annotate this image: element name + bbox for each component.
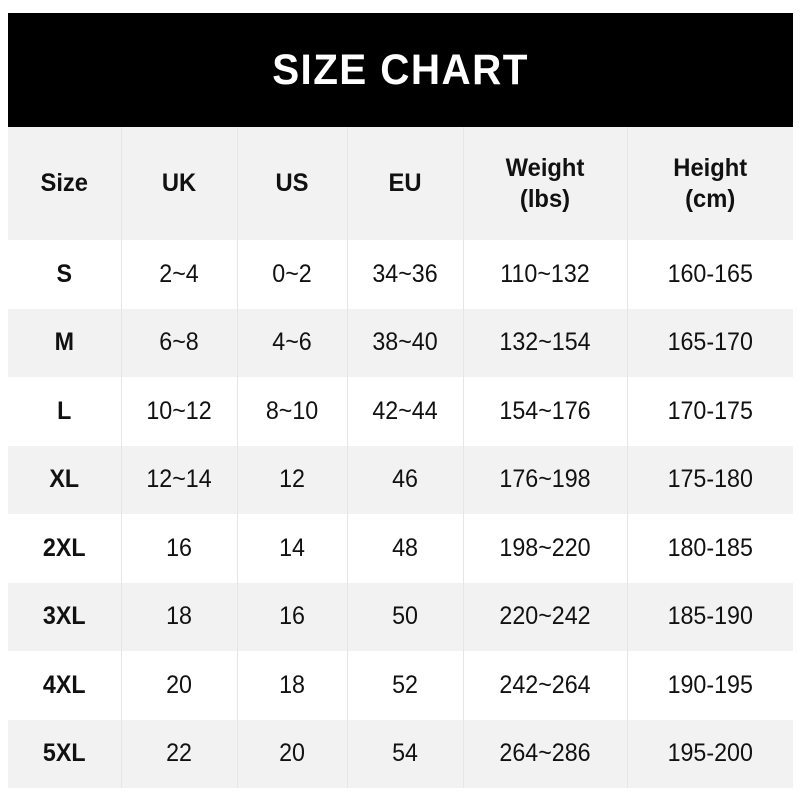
table-row: 2XL 16 14 48 198~220 180-185 [8, 514, 793, 583]
cell-size: XL [11, 445, 118, 514]
cell-height: 165-170 [667, 328, 753, 357]
cell-weight: 264~286 [468, 719, 622, 788]
cell-us: 4~6 [240, 308, 344, 377]
column-header-eu: EU [349, 127, 461, 240]
column-header-uk-line1: UK [161, 169, 197, 198]
cell-us: 16 [240, 582, 344, 651]
table-row: XL 12~14 12 46 176~198 175-180 [8, 445, 793, 514]
cell-size: 2XL [11, 514, 118, 583]
cell-us: 20 [240, 719, 344, 788]
cell-uk: 10~12 [125, 377, 234, 446]
column-header-eu-line1: EU [388, 169, 422, 198]
column-header-size-line1: Size [40, 169, 89, 198]
column-header-uk: UK [123, 127, 235, 240]
cell-height: 185-190 [667, 602, 753, 631]
size-chart-container: SIZE CHART Size UK US EU [8, 13, 793, 788]
cell-us: 8~10 [240, 377, 344, 446]
column-header-weight-line2: (lbs) [519, 184, 571, 213]
column-header-size: Size [10, 127, 119, 240]
column-header-height-line2: (cm) [685, 184, 736, 213]
cell-size: 4XL [11, 651, 118, 720]
cell-uk: 22 [125, 719, 234, 788]
cell-us: 0~2 [240, 240, 344, 309]
table-body: S 2~4 0~2 34~36 110~132 160-165 M 6~8 4~… [8, 240, 793, 788]
cell-eu: 48 [351, 514, 460, 583]
cell-eu: 46 [351, 445, 460, 514]
cell-height: 180-185 [667, 533, 753, 562]
cell-weight: 110~132 [468, 240, 622, 309]
cell-weight: 132~154 [468, 308, 622, 377]
cell-uk: 2~4 [125, 240, 234, 309]
cell-uk: 20 [125, 651, 234, 720]
size-chart-table: Size UK US EU Weight (lbs) Height (cm) [8, 127, 793, 788]
cell-uk: 18 [125, 582, 234, 651]
column-header-height-line1: Height [673, 154, 748, 182]
cell-size: M [11, 308, 118, 377]
page-title: SIZE CHART [272, 45, 529, 94]
cell-uk: 16 [125, 514, 234, 583]
cell-eu: 34~36 [351, 240, 460, 309]
table-header: Size UK US EU Weight (lbs) Height (cm) [8, 127, 793, 240]
cell-eu: 38~40 [351, 308, 460, 377]
cell-size: 3XL [11, 582, 118, 651]
cell-weight: 198~220 [468, 514, 622, 583]
column-header-us: US [239, 127, 345, 240]
table-row: 4XL 20 18 52 242~264 190-195 [8, 651, 793, 720]
column-header-weight: Weight (lbs) [467, 127, 624, 240]
title-banner: SIZE CHART [8, 13, 793, 127]
cell-size: L [11, 377, 118, 446]
cell-size: S [11, 240, 118, 309]
cell-height: 160-165 [667, 259, 753, 288]
cell-us: 12 [240, 445, 344, 514]
column-header-height: Height (cm) [631, 127, 789, 240]
cell-height: 195-200 [667, 739, 753, 768]
cell-us: 18 [240, 651, 344, 720]
cell-eu: 54 [351, 719, 460, 788]
column-header-weight-line1: Weight [505, 154, 585, 182]
cell-eu: 52 [351, 651, 460, 720]
table-row: 3XL 18 16 50 220~242 185-190 [8, 582, 793, 651]
cell-eu: 50 [351, 582, 460, 651]
table-row: L 10~12 8~10 42~44 154~176 170-175 [8, 377, 793, 446]
column-header-us-line1: US [275, 169, 309, 198]
table-row: 5XL 22 20 54 264~286 195-200 [8, 719, 793, 788]
header-row: Size UK US EU Weight (lbs) Height (cm) [8, 127, 793, 240]
cell-height: 190-195 [667, 670, 753, 699]
cell-eu: 42~44 [351, 377, 460, 446]
cell-weight: 154~176 [468, 377, 622, 446]
cell-weight: 220~242 [468, 582, 622, 651]
cell-size: 5XL [11, 719, 118, 788]
cell-weight: 242~264 [468, 651, 622, 720]
cell-height: 170-175 [667, 396, 753, 425]
cell-height: 175-180 [667, 465, 753, 494]
cell-weight: 176~198 [468, 445, 622, 514]
table-row: M 6~8 4~6 38~40 132~154 165-170 [8, 308, 793, 377]
cell-us: 14 [240, 514, 344, 583]
cell-uk: 12~14 [125, 445, 234, 514]
table-row: S 2~4 0~2 34~36 110~132 160-165 [8, 240, 793, 309]
cell-uk: 6~8 [125, 308, 234, 377]
